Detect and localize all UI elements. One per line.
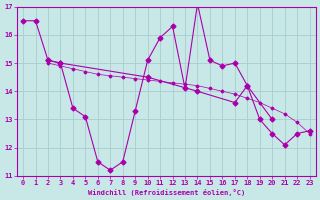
X-axis label: Windchill (Refroidissement éolien,°C): Windchill (Refroidissement éolien,°C) [88,189,245,196]
